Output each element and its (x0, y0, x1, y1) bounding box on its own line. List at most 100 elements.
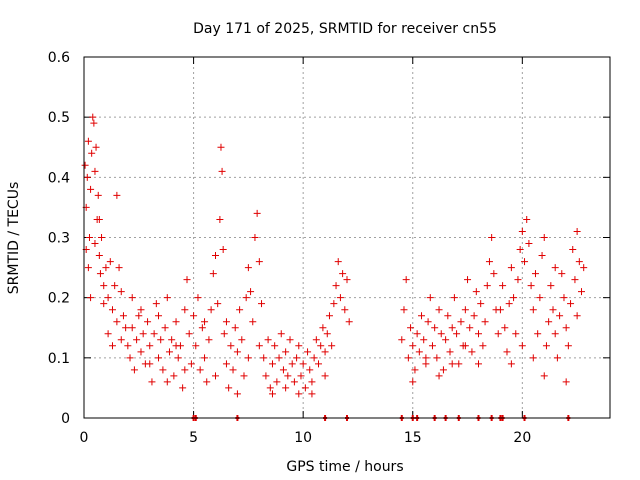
data-point (551, 264, 559, 272)
data-point (490, 270, 498, 278)
data-point (536, 294, 544, 302)
data-point (88, 149, 96, 157)
data-point (91, 167, 99, 175)
data-point (301, 384, 309, 392)
data-point (345, 318, 353, 326)
data-point (172, 342, 180, 350)
data-point (325, 312, 333, 320)
data-point (341, 306, 349, 314)
data-point (461, 342, 469, 350)
data-point (260, 354, 268, 362)
data-point (163, 378, 171, 386)
data-point (98, 234, 106, 241)
data-point (540, 372, 548, 380)
data-point (446, 348, 454, 356)
data-point (531, 270, 539, 278)
data-point (422, 360, 430, 368)
data-point (475, 330, 482, 338)
data-point (304, 348, 312, 356)
data-point (308, 390, 316, 398)
data-point (201, 318, 209, 326)
data-point (470, 312, 478, 320)
data-point (437, 330, 445, 338)
data-point (553, 354, 561, 362)
data-point (84, 264, 92, 272)
data-point (567, 300, 575, 308)
data-point (315, 360, 323, 368)
data-point (95, 252, 103, 260)
data-point (558, 270, 566, 278)
data-point (409, 342, 417, 350)
data-point (181, 366, 189, 374)
data-point (525, 240, 533, 248)
data-point (117, 336, 125, 344)
data-point (564, 342, 572, 350)
data-point (477, 300, 485, 308)
data-point (578, 288, 586, 296)
data-point (514, 276, 522, 284)
data-point (569, 246, 577, 254)
data-point (161, 324, 169, 332)
data-point (420, 336, 428, 344)
data-point (560, 294, 568, 302)
data-point (81, 161, 89, 169)
data-point (165, 348, 173, 356)
data-point (222, 318, 230, 326)
data-point (212, 252, 219, 260)
data-point (295, 390, 303, 398)
data-point (332, 282, 340, 290)
data-point (312, 336, 320, 344)
data-point (190, 312, 198, 320)
data-point (244, 354, 252, 362)
data-point (242, 294, 250, 302)
data-point (435, 306, 443, 314)
data-point (321, 348, 329, 356)
data-point (192, 342, 200, 350)
data-point (222, 360, 230, 368)
data-point (130, 366, 138, 374)
data-point (146, 360, 154, 368)
data-point (236, 306, 244, 314)
data-point (87, 185, 95, 193)
x-axis-label: GPS time / hours (286, 459, 403, 475)
data-point (442, 336, 450, 344)
data-point (507, 360, 515, 368)
data-point (94, 191, 102, 199)
data-point (139, 330, 147, 338)
data-point (404, 354, 412, 362)
data-point (551, 330, 559, 338)
data-point (573, 227, 581, 235)
data-point (518, 342, 526, 350)
data-point (128, 294, 136, 302)
data-point (157, 336, 165, 344)
data-point (249, 318, 257, 326)
data-point (196, 366, 204, 374)
data-point (108, 342, 116, 350)
data-point (297, 372, 305, 380)
data-point (448, 324, 456, 332)
data-point (216, 215, 224, 223)
data-point (501, 324, 509, 332)
data-point (128, 324, 136, 332)
x-tick-label: 20 (513, 430, 531, 446)
data-point (163, 294, 171, 302)
data-point (219, 246, 227, 254)
data-point (220, 330, 228, 338)
data-point (453, 330, 461, 338)
data-point (95, 215, 103, 223)
data-point (418, 312, 426, 320)
data-point (523, 215, 531, 223)
data-point (409, 378, 417, 386)
data-point (229, 366, 237, 374)
data-point (288, 360, 296, 368)
data-point (203, 378, 211, 386)
data-point (398, 336, 406, 344)
data-point (137, 306, 145, 314)
data-point (542, 342, 550, 350)
data-point (268, 360, 276, 368)
data-point (144, 318, 152, 326)
data-point (185, 330, 193, 338)
data-point (170, 372, 178, 380)
data-point (91, 240, 99, 248)
